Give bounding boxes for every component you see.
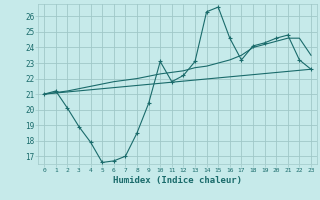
- X-axis label: Humidex (Indice chaleur): Humidex (Indice chaleur): [113, 176, 242, 185]
